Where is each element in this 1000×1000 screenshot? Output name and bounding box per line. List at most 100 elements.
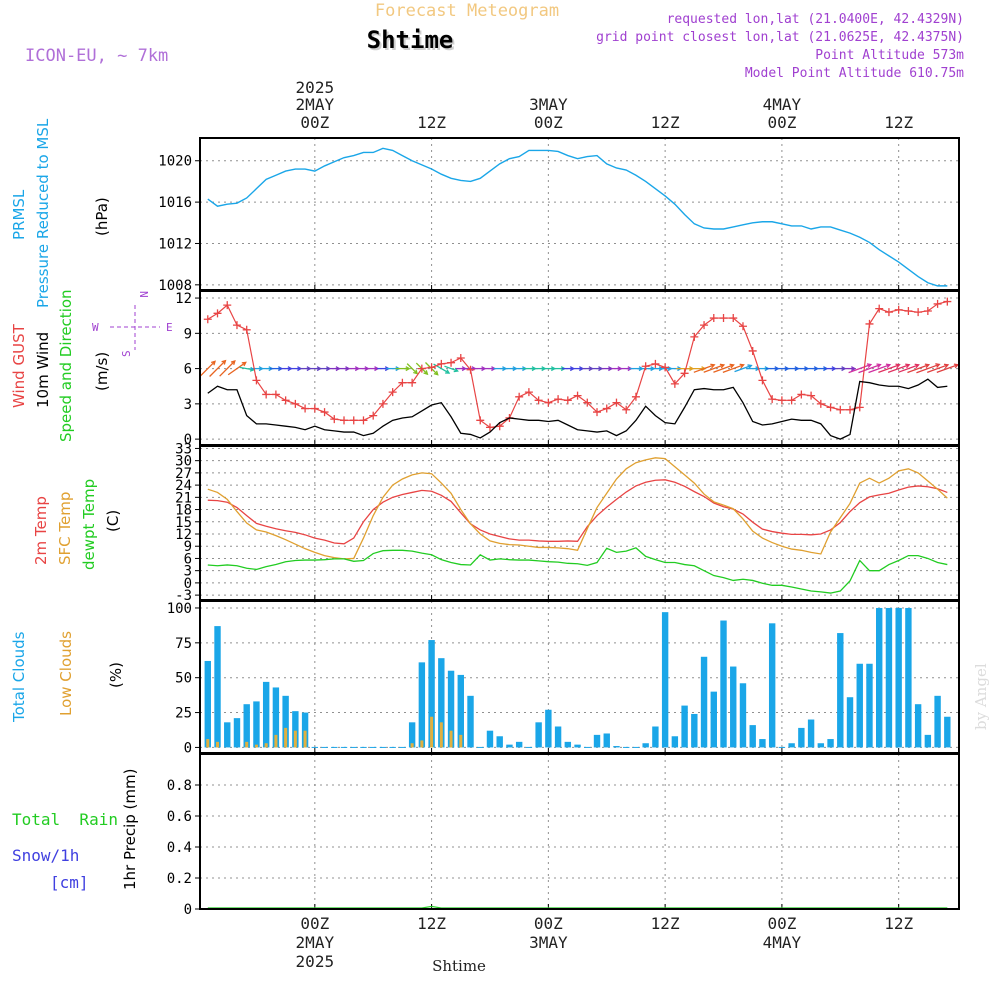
gust-point: [768, 395, 777, 404]
gust-point: [252, 376, 261, 385]
gust-point: [359, 416, 368, 425]
wind-arrow-head: [905, 363, 911, 369]
temp-ytick-label: 24: [175, 478, 192, 494]
wind-arrow: [858, 363, 881, 374]
total-cloud-bar: [934, 695, 941, 748]
total-cloud-bar: [467, 695, 474, 748]
total-cloud-bar: [477, 746, 484, 748]
gust-point: [330, 415, 339, 424]
total-cloud-bar: [418, 662, 426, 748]
dewpt-line: [207, 547, 948, 594]
precip-ytick-label: 0: [184, 902, 192, 918]
total-cloud-bar: [399, 746, 406, 748]
bottom-hour-label: 12Z: [417, 914, 446, 933]
total-cloud-bar: [632, 746, 640, 748]
cloud-unit: (%): [107, 662, 125, 688]
gust-point: [748, 346, 757, 355]
total-cloud-bar: [730, 666, 737, 748]
wind-labels: Wind GUST 10m Wind Speed and Direction (…: [10, 289, 173, 442]
gust-point: [320, 408, 329, 417]
total-cloud-bar: [885, 607, 893, 748]
wind-arrow-head: [710, 363, 716, 369]
bottom-hour-label: 12Z: [651, 914, 680, 933]
gust-point: [563, 396, 572, 405]
low-cloud-bar: [264, 743, 268, 748]
total-cloud-bar: [768, 623, 776, 748]
bottom-hour-label: 12Z: [884, 914, 913, 933]
total-cloud-bar: [301, 712, 309, 748]
total-cloud-bar: [788, 743, 795, 748]
total-cloud-bar: [739, 683, 747, 748]
total-cloud-bar: [778, 746, 786, 748]
gust-point: [719, 314, 728, 323]
pressure-labels: PRMSL Pressure Reduced to MSL (hPa): [10, 118, 111, 308]
wind-arrow: [878, 364, 900, 374]
total-cloud-bar: [214, 626, 221, 748]
temp-ytick-label: 21: [175, 490, 192, 506]
total-cloud-bar: [759, 739, 766, 748]
pressure-ytick-label: 1020: [158, 154, 192, 170]
gust-point: [271, 390, 280, 399]
gust-point: [816, 399, 825, 408]
gust-point: [933, 299, 942, 308]
total-cloud-bar: [525, 746, 533, 748]
top-hour-label: 12Z: [651, 113, 680, 132]
temp-ytick-label: 9: [184, 539, 192, 555]
wind-ylabel-speed-dir: Speed and Direction: [57, 289, 75, 442]
low-cloud-bar: [293, 730, 297, 748]
total-cloud-bar: [447, 670, 455, 748]
wind-ylabel-gust: Wind GUST: [10, 323, 28, 408]
total-cloud-bar: [924, 734, 932, 748]
total-cloud-bar: [224, 722, 231, 748]
gust-point: [709, 314, 718, 323]
wind-arrow-head: [241, 361, 247, 367]
low-cloud-bar: [245, 741, 249, 748]
wind-arrow: [734, 364, 752, 373]
wind-arrow: [444, 365, 458, 372]
gust-point: [524, 388, 533, 397]
gust-point: [787, 396, 796, 405]
total-cloud-bar: [457, 674, 464, 748]
gust-point: [398, 378, 407, 387]
pressure-panel: 1008 1012 1016 1020: [158, 137, 960, 294]
gust-point: [641, 362, 650, 371]
sfc-temp-line: [207, 457, 948, 560]
gust-point: [593, 408, 602, 417]
gust-point: [281, 396, 290, 405]
low-cloud-bar: [216, 741, 220, 748]
precip-frame: [199, 753, 960, 910]
temp-ylabel-sfc: SFC Temp: [56, 492, 74, 565]
temp-labels: 2m Temp SFC Temp dewpt Temp (C): [32, 479, 122, 570]
bottom-hour-label: 00Z: [300, 914, 329, 933]
gust-point: [544, 398, 553, 407]
total-cloud-bar: [438, 658, 445, 748]
gust-point: [700, 321, 709, 330]
gust-point: [232, 321, 241, 330]
wind-arrow-head: [211, 360, 216, 366]
wind-arrow-head: [935, 363, 941, 368]
gust-point: [777, 396, 786, 405]
pressure-ytick-label: 1012: [158, 236, 192, 252]
precip-total-rain: Total Rain: [12, 810, 118, 829]
wind-arrow: [200, 360, 216, 377]
requested-coords: requested lon,lat (21.0400E, 42.4329N): [667, 12, 964, 27]
gust-point: [378, 399, 387, 408]
temp-ytick-label: 30: [175, 454, 192, 470]
gust-point: [943, 297, 952, 306]
total-cloud-bar: [807, 719, 815, 748]
watermark: by Angel: [972, 663, 990, 730]
wind-arrow-head: [445, 369, 451, 374]
wind-arrow: [916, 363, 940, 374]
cloud-labels: Total Clouds Low Clouds (%): [10, 631, 125, 723]
gust-point: [797, 390, 806, 399]
wind-arrow-head: [461, 366, 467, 372]
wind-arrow-head: [914, 363, 920, 369]
low-cloud-bar: [430, 716, 434, 748]
precip-ytick-label: 0.6: [167, 809, 192, 825]
top-hour-label: 12Z: [884, 113, 913, 132]
temp-ytick-label: 27: [175, 466, 192, 482]
gust-point: [884, 308, 893, 317]
low-cloud-bar: [459, 734, 463, 748]
clouds-ytick-label: 100: [167, 601, 192, 617]
